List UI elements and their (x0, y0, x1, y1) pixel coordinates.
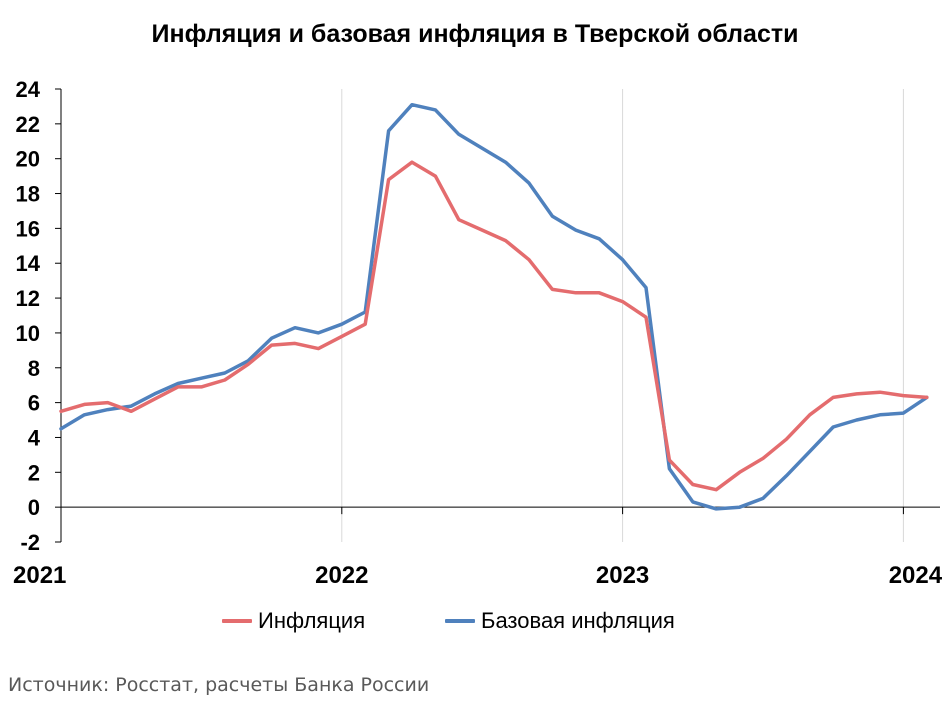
y-tick-label-18: 18 (16, 182, 40, 207)
legend-item-core-inflation: Базовая инфляция (445, 605, 675, 637)
y-tick-label-12: 12 (16, 286, 40, 311)
y-tick-label-22: 22 (16, 112, 40, 137)
y-tick-label-6: 6 (28, 391, 40, 416)
y-tick-label-4: 4 (28, 425, 41, 450)
y-tick-label-20: 20 (16, 147, 40, 172)
y-tick-label-14: 14 (16, 251, 41, 276)
x-tick-label-2024: 2024 (889, 562, 943, 589)
legend-item-inflation: Инфляция (222, 605, 365, 637)
legend-swatch-inflation (222, 619, 252, 623)
series-line-core-inflation (59, 102, 929, 511)
y-tick-label-16: 16 (16, 216, 40, 241)
series-line-inflation (59, 160, 929, 492)
x-tick-label-2022: 2022 (315, 562, 368, 589)
chart-title: Инфляция и базовая инфляция в Тверской о… (151, 20, 799, 48)
legend-label-inflation: Инфляция (258, 608, 366, 633)
chart-legend: Инфляция Базовая инфляция (0, 605, 950, 637)
y-tick-label-10: 10 (16, 321, 40, 346)
y-tick-label-8: 8 (28, 356, 40, 381)
grid-layer (341, 89, 904, 542)
legend-label-core-inflation: Базовая инфляция (481, 608, 675, 633)
y-tick-label-0: 0 (28, 495, 40, 520)
axis-layer (55, 88, 940, 543)
y-tick-label-24: 24 (16, 77, 41, 102)
source-note: Источник: Росстат, расчеты Банка России (8, 674, 430, 696)
legend-swatch-core-inflation (445, 619, 475, 623)
series-layer (59, 102, 929, 511)
x-tick-label-2021: 2021 (13, 562, 66, 589)
y-tick-label-2: 2 (28, 460, 40, 485)
y-tick-label--2: -2 (20, 530, 40, 555)
x-tick-label-2023: 2023 (596, 562, 649, 589)
